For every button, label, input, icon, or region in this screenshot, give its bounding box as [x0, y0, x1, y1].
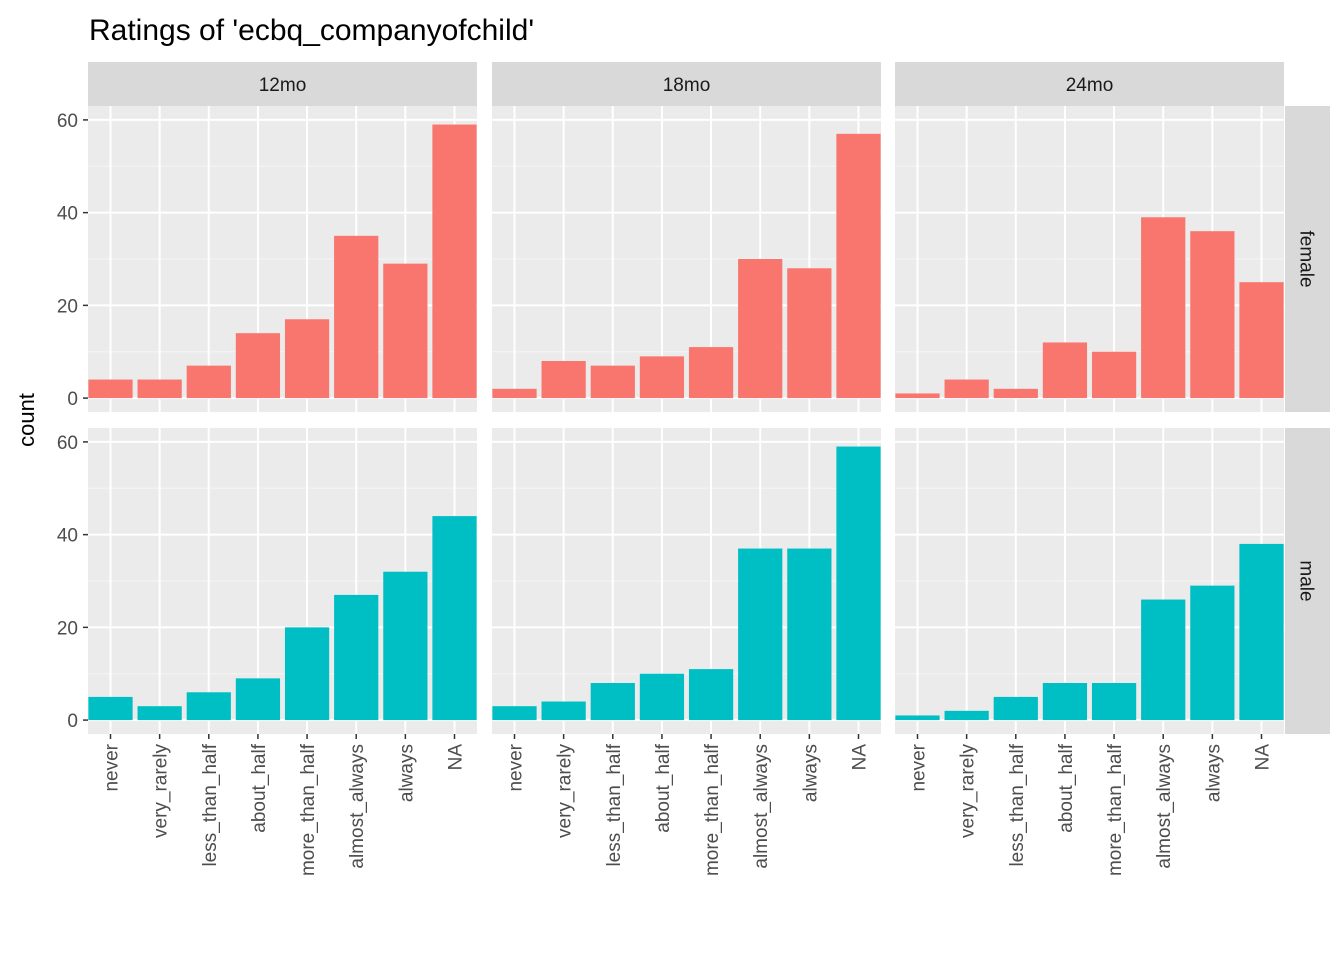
bar-female-24mo-less_than_half	[993, 388, 1038, 399]
bar-female-12mo-about_half	[235, 333, 281, 399]
y-tick-label: 60	[57, 433, 78, 454]
x-tick-label: about_half	[653, 743, 674, 832]
bar-male-18mo-almost_always	[738, 548, 783, 721]
bar-female-18mo-less_than_half	[590, 365, 635, 399]
x-tick-label: very_rarely	[555, 744, 576, 838]
y-tick-label: 20	[57, 296, 78, 317]
bar-male-18mo-NA	[836, 446, 881, 721]
x-tick-label: less_than_half	[604, 743, 625, 866]
x-tick-label: always	[1203, 744, 1224, 802]
bar-male-24mo-always	[1190, 585, 1235, 721]
facet-panels: 12mo 18mo 24mo female male 0 20 40 60 0 20 40 60 neve…	[57, 62, 1330, 876]
facet-strip-label: 18mo	[663, 75, 711, 96]
bar-male-12mo-NA	[432, 516, 477, 721]
bar-male-12mo-never	[88, 696, 133, 721]
bar-female-18mo-more_than_half	[688, 347, 734, 399]
x-tick-label: more_than_half	[298, 743, 319, 876]
facet-strip-24mo	[895, 62, 1284, 106]
y-tick-label: 40	[57, 526, 78, 547]
facet-strip-label: 12mo	[259, 75, 307, 96]
bar-male-12mo-always	[383, 571, 428, 721]
x-tick-label: almost_always	[751, 744, 772, 869]
bar-female-18mo-never	[492, 388, 537, 399]
x-tick-label: NA	[850, 744, 871, 771]
x-tick-label: about_half	[249, 743, 270, 832]
x-tick-label: almost_always	[347, 744, 368, 869]
x-tick-label: never	[909, 743, 930, 791]
x-tick-label: almost_always	[1154, 744, 1175, 869]
facet-strip-label: female	[1296, 230, 1317, 287]
bar-female-18mo-NA	[836, 133, 881, 399]
x-tick-label: always	[396, 744, 417, 802]
x-tick-label: less_than_half	[200, 743, 221, 866]
y-tick-label: 60	[57, 111, 78, 132]
y-tick-label: 0	[67, 389, 78, 410]
chart-title: Ratings of 'ecbq_companyofchild'	[89, 14, 534, 47]
bar-male-18mo-more_than_half	[688, 669, 734, 721]
bar-male-24mo-more_than_half	[1091, 683, 1137, 721]
bar-female-12mo-always	[383, 263, 428, 399]
bar-male-12mo-less_than_half	[186, 692, 231, 721]
bar-male-12mo-about_half	[235, 678, 281, 721]
facet-strip-label: 24mo	[1066, 75, 1114, 96]
bar-female-12mo-very_rarely	[137, 379, 182, 399]
bar-female-18mo-almost_always	[738, 259, 783, 399]
bar-male-24mo-almost_always	[1141, 599, 1186, 721]
bar-female-24mo-never	[895, 393, 940, 399]
y-tick-label: 20	[57, 618, 78, 639]
bar-male-18mo-less_than_half	[590, 683, 635, 721]
x-tick-label: always	[800, 744, 821, 802]
y-axis-label: count	[14, 393, 39, 447]
bar-female-12mo-almost_always	[334, 235, 379, 399]
x-tick-label: more_than_half	[702, 743, 723, 876]
bar-male-12mo-more_than_half	[284, 627, 330, 721]
x-tick-label: NA	[1253, 744, 1274, 771]
bar-female-24mo-always	[1190, 231, 1235, 399]
x-tick-label: NA	[446, 744, 467, 771]
bar-female-24mo-almost_always	[1141, 217, 1186, 399]
facet-strip-12mo	[88, 62, 477, 106]
facet-strip-female	[1285, 106, 1330, 412]
x-tick-label: never	[102, 743, 123, 791]
bar-male-12mo-almost_always	[334, 594, 379, 721]
bar-female-12mo-more_than_half	[284, 319, 330, 399]
bar-male-18mo-never	[492, 706, 537, 721]
bar-female-18mo-always	[787, 268, 832, 399]
x-tick-label: never	[506, 743, 527, 791]
bar-female-12mo-less_than_half	[186, 365, 231, 399]
x-tick-label: about_half	[1056, 743, 1077, 832]
x-tick-label: more_than_half	[1105, 743, 1126, 876]
bar-male-24mo-about_half	[1042, 683, 1088, 721]
bar-male-24mo-very_rarely	[944, 710, 989, 721]
bar-female-24mo-NA	[1239, 282, 1284, 399]
y-tick-label: 40	[57, 204, 78, 225]
bar-female-24mo-about_half	[1042, 342, 1088, 399]
facet-strip-male	[1285, 428, 1330, 734]
bar-female-18mo-about_half	[639, 356, 685, 399]
x-tick-label: very_rarely	[151, 744, 172, 838]
facet-strip-18mo	[492, 62, 881, 106]
y-tick-label: 0	[67, 711, 78, 732]
bar-male-18mo-very_rarely	[541, 701, 586, 721]
x-tick-label: very_rarely	[958, 744, 979, 838]
bar-male-24mo-never	[895, 715, 940, 721]
bar-male-24mo-NA	[1239, 543, 1284, 721]
bar-male-18mo-always	[787, 548, 832, 721]
bar-female-12mo-NA	[432, 124, 477, 399]
bar-female-12mo-never	[88, 379, 133, 399]
bar-female-24mo-very_rarely	[944, 379, 989, 399]
bar-male-24mo-less_than_half	[993, 696, 1038, 721]
bar-male-12mo-very_rarely	[137, 706, 182, 721]
facet-strip-label: male	[1296, 560, 1317, 601]
x-tick-label: less_than_half	[1007, 743, 1028, 866]
bar-female-24mo-more_than_half	[1091, 351, 1137, 399]
bar-female-18mo-very_rarely	[541, 361, 586, 399]
bar-male-18mo-about_half	[639, 673, 685, 721]
